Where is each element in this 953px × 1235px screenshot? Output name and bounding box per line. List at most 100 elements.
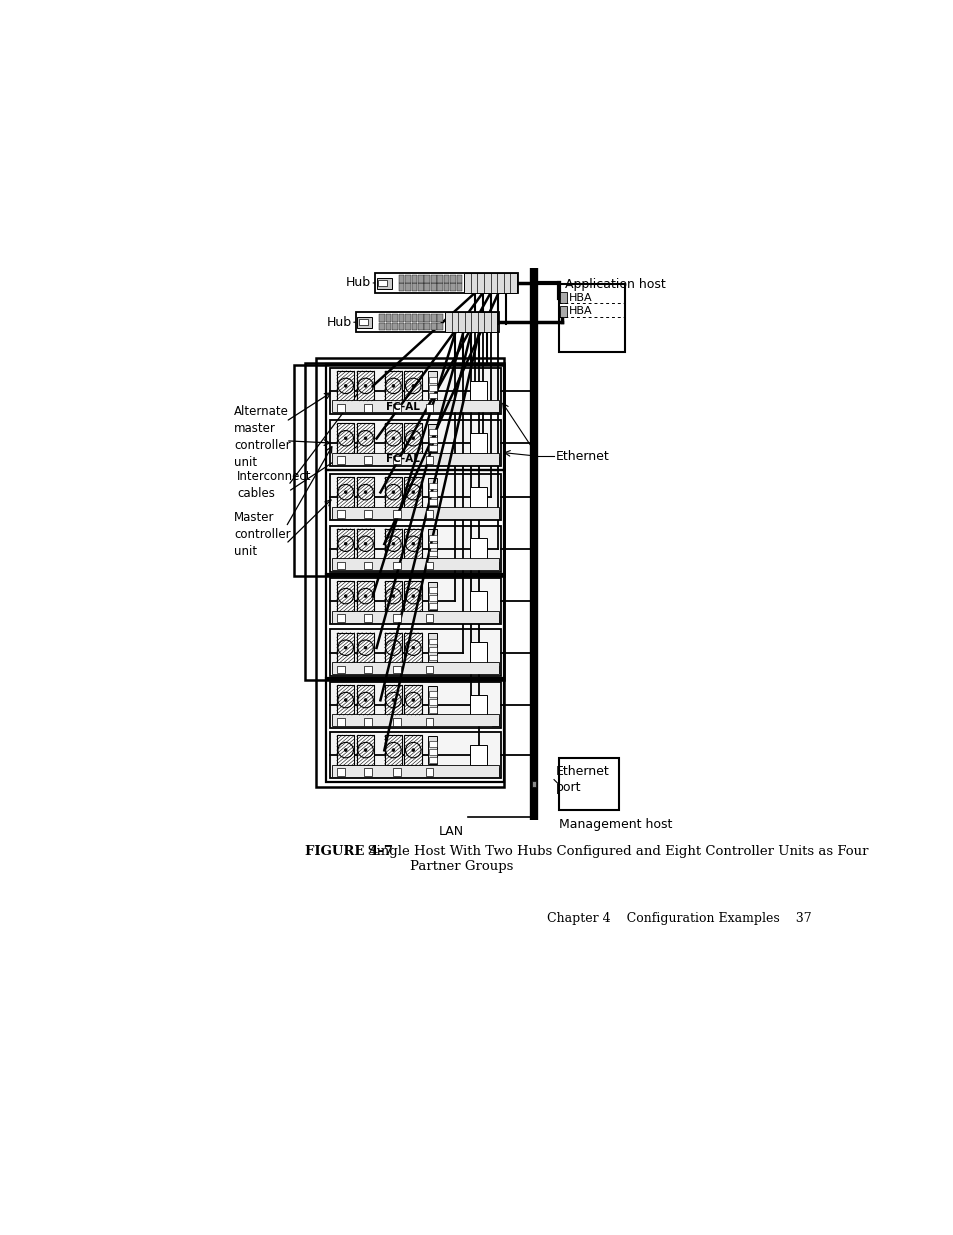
Bar	[428, 736, 437, 764]
Bar	[356, 582, 374, 611]
Circle shape	[392, 437, 395, 440]
Bar	[364, 614, 372, 621]
Bar	[443, 275, 449, 283]
Bar	[428, 372, 437, 400]
Bar	[364, 404, 372, 411]
Bar	[429, 699, 436, 705]
Bar	[429, 535, 436, 541]
Bar	[491, 768, 498, 776]
Bar	[404, 582, 421, 611]
Bar	[429, 483, 436, 489]
Bar	[384, 632, 402, 663]
Bar	[450, 283, 456, 291]
Circle shape	[392, 595, 395, 598]
Bar	[404, 685, 421, 715]
Bar	[429, 437, 436, 443]
Bar	[464, 273, 517, 293]
Bar	[398, 322, 404, 330]
Bar	[376, 278, 392, 289]
Bar	[356, 685, 374, 715]
Bar	[411, 322, 416, 330]
Bar	[336, 735, 355, 766]
Bar	[470, 642, 486, 663]
Bar	[393, 562, 400, 569]
Bar	[470, 380, 486, 401]
Bar	[470, 695, 486, 715]
Bar	[385, 322, 391, 330]
Bar	[425, 562, 433, 569]
Circle shape	[344, 699, 347, 701]
Bar	[431, 275, 436, 283]
Bar	[417, 322, 423, 330]
Circle shape	[344, 748, 347, 751]
Bar	[491, 719, 498, 726]
Circle shape	[412, 595, 415, 598]
Bar	[470, 487, 486, 508]
Bar	[330, 420, 500, 466]
Bar	[424, 275, 430, 283]
Circle shape	[364, 595, 367, 598]
Bar	[429, 757, 436, 763]
Text: Application host: Application host	[565, 278, 665, 291]
Bar	[336, 768, 344, 776]
Text: FIGURE 4-7: FIGURE 4-7	[305, 845, 393, 858]
Bar	[470, 590, 486, 611]
Bar	[332, 400, 498, 412]
Bar	[411, 283, 416, 291]
Bar	[424, 322, 430, 330]
Bar	[431, 283, 436, 291]
Bar	[384, 424, 402, 453]
Bar	[404, 735, 421, 766]
Bar	[336, 529, 355, 558]
Bar	[425, 718, 433, 726]
Circle shape	[344, 542, 347, 545]
Circle shape	[412, 646, 415, 650]
Bar	[429, 499, 436, 505]
Circle shape	[364, 437, 367, 440]
Bar	[404, 424, 421, 453]
Circle shape	[364, 490, 367, 494]
Bar	[436, 314, 442, 322]
Text: Single Host With Two Hubs Configured and Eight Controller Units as Four
        : Single Host With Two Hubs Configured and…	[359, 845, 868, 873]
Circle shape	[392, 699, 395, 701]
Bar	[332, 558, 498, 571]
Bar	[425, 404, 433, 411]
Bar	[384, 582, 402, 611]
Bar	[356, 735, 374, 766]
Bar	[429, 638, 436, 645]
Circle shape	[364, 748, 367, 751]
Bar	[470, 433, 486, 453]
Bar	[393, 614, 400, 621]
Bar	[425, 666, 433, 673]
Text: Chapter 4    Configuration Examples    37: Chapter 4 Configuration Examples 37	[547, 911, 811, 925]
Bar	[330, 474, 500, 520]
Bar	[326, 678, 504, 782]
Bar	[336, 370, 355, 401]
Circle shape	[412, 384, 415, 388]
Bar	[332, 610, 498, 622]
Circle shape	[364, 646, 367, 650]
Circle shape	[392, 490, 395, 494]
Bar	[336, 424, 355, 453]
Bar	[336, 614, 344, 621]
Bar	[425, 614, 433, 621]
Bar	[431, 322, 436, 330]
Bar	[429, 603, 436, 609]
Bar	[491, 457, 498, 464]
Bar	[392, 314, 397, 322]
Bar	[392, 322, 397, 330]
Circle shape	[364, 542, 367, 545]
Bar	[355, 312, 498, 332]
Bar	[405, 322, 411, 330]
Bar	[336, 404, 344, 411]
Bar	[330, 368, 500, 414]
Bar	[470, 745, 486, 766]
Bar	[436, 283, 442, 291]
Bar	[424, 283, 430, 291]
Bar	[384, 685, 402, 715]
Bar	[294, 364, 504, 577]
Bar	[332, 506, 498, 519]
Circle shape	[392, 542, 395, 545]
Bar	[393, 718, 400, 726]
Bar	[364, 562, 372, 569]
